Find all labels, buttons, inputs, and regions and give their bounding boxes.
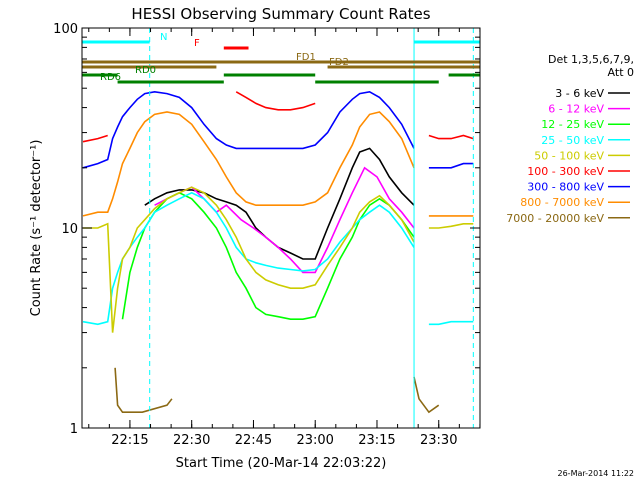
- flag-label-fd2: FD2: [329, 57, 349, 68]
- x-tick-label-5: 23:30: [420, 433, 457, 448]
- legend-entry-7: 800 - 7000 keV: [520, 196, 604, 209]
- x-tick-label-3: 23:00: [296, 433, 333, 448]
- flag-bars-layer: N F FD1 FD2 RD0 RD6: [82, 32, 480, 84]
- series-line-3: [82, 191, 474, 326]
- flag-label-rd6: RD6: [100, 72, 121, 83]
- y-axis-label: Count Rate (s⁻¹ detector⁻¹): [29, 140, 44, 317]
- y-tick-label-1: 10: [61, 222, 78, 237]
- legend-entry-0: 3 - 6 keV: [555, 87, 604, 100]
- plot-frame: [81, 27, 481, 429]
- chart-title: HESSI Observing Summary Count Rates: [131, 5, 430, 23]
- series-line-0: [144, 147, 415, 260]
- flag-label-rd0: RD0: [135, 65, 156, 76]
- legend-entry-4: 50 - 100 keV: [534, 149, 604, 162]
- series-line-2: [121, 191, 415, 320]
- legend-header-1: Att 0: [608, 66, 634, 79]
- series-line-8: [114, 367, 440, 414]
- series-line-4: [83, 186, 474, 333]
- x-tick-label-4: 23:15: [358, 433, 395, 448]
- legend-entry-6: 300 - 800 keV: [527, 181, 604, 194]
- legend-entry-3: 25 - 50 keV: [541, 134, 604, 147]
- legend-entry-1: 6 - 12 keV: [548, 103, 604, 116]
- series-line-5: [82, 91, 474, 143]
- legend-header-0: Det 1,3,5,6,7,9,: [548, 53, 634, 66]
- timestamp-label: 26-Mar-2014 11:22: [558, 469, 635, 478]
- legend-entry-5: 100 - 300 keV: [527, 165, 604, 178]
- series-line-7: [82, 111, 474, 217]
- series-line-6: [82, 90, 474, 169]
- x-tick-label-1: 22:30: [173, 433, 210, 448]
- y-tick-label-0: 1: [70, 422, 78, 437]
- y-tick-label-2: 100: [53, 22, 78, 37]
- axes-layer: 22:15 22:30 22:45 23:00 23:15 23:30 1 10 100: [53, 22, 481, 448]
- x-tick-label-0: 22:15: [111, 433, 148, 448]
- legend-entry-8: 7000 - 20000 keV: [506, 212, 604, 225]
- flag-label-f: F: [194, 38, 200, 49]
- legend-entry-2: 12 - 25 keV: [541, 118, 604, 131]
- series-layer: [82, 28, 474, 428]
- x-tick-label-2: 22:45: [235, 433, 272, 448]
- flag-label-fd1: FD1: [296, 52, 316, 63]
- series-line-1: [154, 166, 415, 274]
- x-axis-label: Start Time (20-Mar-14 22:03:22): [176, 456, 387, 471]
- legend: Det 1,3,5,6,7,9,Att 0 3 - 6 keV 6 - 12 keV…: [506, 53, 634, 225]
- flag-label-n: N: [160, 32, 167, 43]
